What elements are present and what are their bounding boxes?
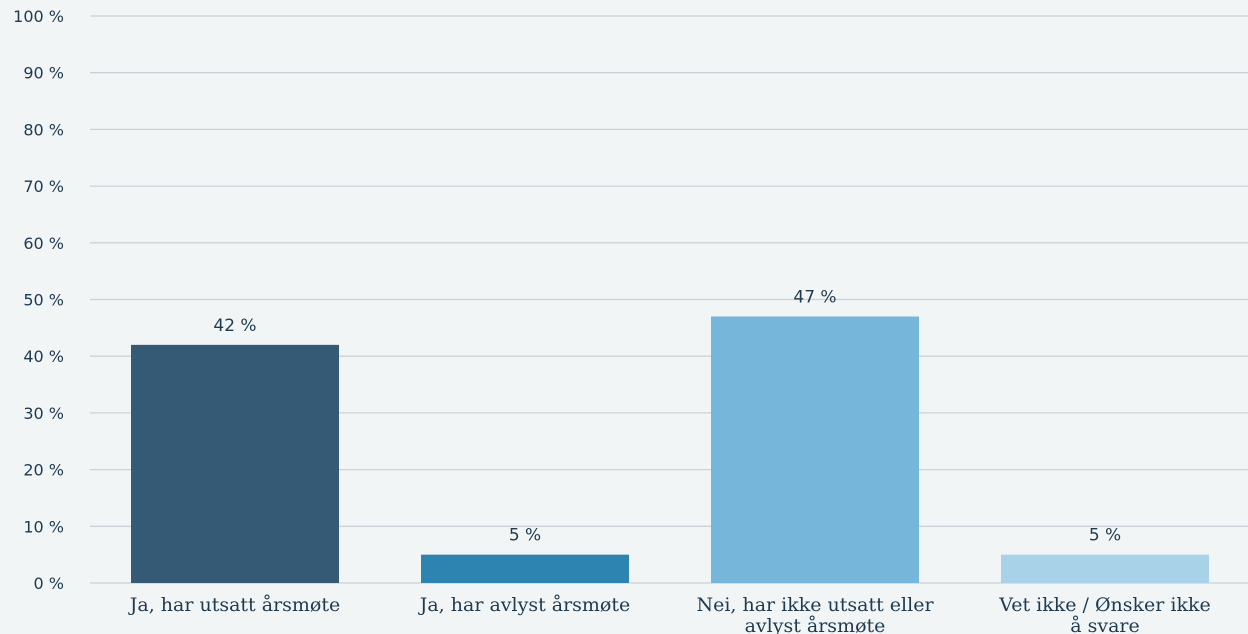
- y-tick-label: 50 %: [23, 291, 64, 310]
- x-category-label: Ja, har utsatt årsmøte: [128, 594, 340, 616]
- x-category-label: avlyst årsmøte: [745, 615, 886, 634]
- bars: [131, 316, 1209, 583]
- y-tick-label: 90 %: [23, 64, 64, 83]
- x-axis-category-labels: Ja, har utsatt årsmøte Ja, har avlyst års…: [128, 594, 1211, 634]
- data-label: 42 %: [213, 316, 256, 336]
- x-category-label: å svare: [1070, 615, 1140, 634]
- y-tick-label: 70 %: [23, 177, 64, 196]
- y-axis-tick-labels: 0 % 10 % 20 % 30 % 40 % 50 % 60 % 70 % 80 % 90 % 1…: [13, 7, 64, 593]
- data-label: 5 %: [1089, 526, 1121, 546]
- y-tick-label: 30 %: [23, 404, 64, 423]
- y-tick-label: 20 %: [23, 461, 64, 480]
- data-label: 5 %: [509, 526, 541, 546]
- y-tick-label: 0 %: [34, 574, 64, 593]
- bar: [1001, 554, 1209, 583]
- x-category-label: Nei, har ikke utsatt eller: [696, 594, 934, 616]
- y-tick-label: 100 %: [13, 7, 64, 26]
- y-tick-label: 40 %: [23, 347, 64, 366]
- data-labels: 42 % 5 % 47 % 5 %: [213, 288, 1121, 546]
- y-tick-label: 60 %: [23, 234, 64, 253]
- bar: [711, 316, 919, 583]
- data-label: 47 %: [793, 288, 836, 308]
- x-category-label: Ja, har avlyst årsmøte: [418, 594, 631, 616]
- y-tick-label: 10 %: [23, 517, 64, 536]
- y-tick-label: 80 %: [23, 120, 64, 139]
- bar: [421, 554, 629, 583]
- x-category-label: Vet ikke / Ønsker ikke: [998, 594, 1211, 616]
- bar: [131, 344, 339, 583]
